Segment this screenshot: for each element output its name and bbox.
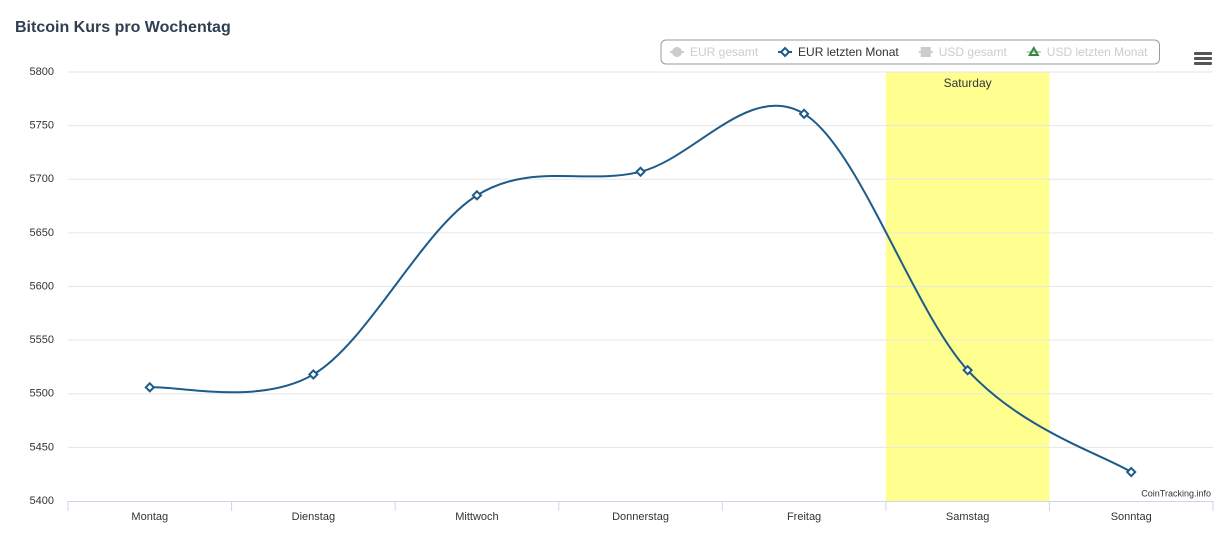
legend-box (660, 39, 1160, 65)
marker (1028, 45, 1040, 56)
x-tick-label: Mittwoch (455, 511, 498, 523)
legend-item[interactable]: USD letzten Monat (1026, 45, 1148, 59)
y-tick-label: 5600 (30, 280, 54, 292)
y-tick-label: 5750 (30, 120, 54, 132)
x-tick-label: Montag (131, 511, 168, 523)
credits: CoinTracking.info (1141, 488, 1211, 498)
marker (962, 364, 974, 376)
legend-label: USD gesamt (939, 45, 1008, 59)
y-tick-label: 5400 (30, 495, 54, 507)
y-tick-label: 5800 (30, 66, 54, 78)
legend: EUR gesamt EUR letzten Monat USD gesamt USD… (660, 39, 1160, 65)
legend-label: EUR gesamt (690, 45, 759, 59)
menu-button[interactable] (1194, 52, 1212, 65)
x-tick-label: Sonntag (1111, 511, 1152, 523)
legend-item[interactable]: EUR gesamt (670, 45, 759, 59)
marker (798, 108, 810, 120)
marker (635, 166, 646, 178)
marker (779, 46, 791, 58)
y-tick-label: 5450 (30, 441, 54, 453)
marker (672, 47, 682, 57)
y-tick-label: 5700 (30, 173, 54, 185)
x-tick-label: Freitag (787, 511, 821, 523)
plot-band-label: Saturday (944, 76, 992, 90)
x-tick-label: Samstag (946, 511, 989, 523)
legend-label: USD letzten Monat (1047, 45, 1148, 59)
legend-item[interactable]: EUR letzten Monat (778, 45, 899, 59)
y-tick-label: 5650 (30, 227, 54, 239)
legend-item[interactable]: USD gesamt (918, 45, 1008, 59)
marker (144, 381, 156, 393)
legend-label: EUR letzten Monat (798, 45, 899, 59)
marker (307, 369, 319, 380)
menu-bar (1194, 57, 1212, 60)
marker (920, 47, 931, 57)
marker (1125, 466, 1137, 478)
marker (471, 189, 483, 201)
chart-title: Bitcoin Kurs pro Wochentag (15, 19, 231, 36)
y-tick-label: 5550 (30, 334, 54, 346)
menu-bar (1194, 52, 1212, 55)
menu-bar (1194, 62, 1212, 65)
y-tick-label: 5500 (30, 388, 54, 400)
x-tick-label: Donnerstag (612, 511, 669, 523)
x-tick-label: Dienstag (292, 511, 335, 523)
